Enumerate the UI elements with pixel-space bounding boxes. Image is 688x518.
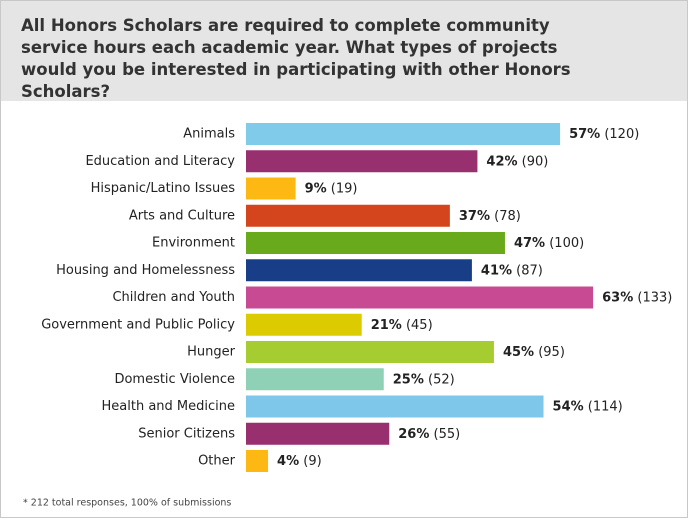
- value-label: 42%: [486, 154, 517, 169]
- count-label: (100): [549, 236, 584, 251]
- value-label: 63%: [602, 290, 633, 305]
- category-label: Domestic Violence: [114, 372, 235, 387]
- data-label: 41% (87): [481, 263, 543, 278]
- footnote: * 212 total responses, 100% of submissio…: [23, 498, 231, 509]
- category-label: Other: [198, 454, 236, 469]
- chart-title: All Honors Scholars are required to comp…: [21, 16, 571, 101]
- data-label: 47% (100): [514, 236, 584, 251]
- value-label: 37%: [459, 208, 490, 223]
- bar: [246, 341, 494, 363]
- count-label: (52): [428, 372, 455, 387]
- count-label: (9): [303, 454, 321, 469]
- value-label: 45%: [503, 345, 534, 360]
- category-label: Hunger: [187, 345, 236, 360]
- bar: [246, 368, 384, 391]
- bar: [246, 286, 594, 309]
- data-label: 4% (9): [277, 454, 322, 469]
- category-label: Children and Youth: [112, 290, 235, 305]
- bar: [246, 232, 505, 254]
- count-label: (19): [331, 181, 358, 196]
- value-label: 41%: [481, 263, 512, 278]
- category-label: Environment: [152, 236, 235, 251]
- bar: [246, 395, 544, 418]
- count-label: (95): [538, 345, 565, 360]
- bar: [246, 259, 472, 282]
- data-label: 63% (133): [602, 290, 672, 305]
- bar: [246, 313, 362, 336]
- count-label: (90): [522, 154, 549, 169]
- count-label: (78): [494, 208, 521, 223]
- category-label: Senior Citizens: [138, 426, 235, 441]
- data-label: 9% (19): [305, 181, 358, 196]
- bar: [246, 204, 450, 227]
- bar: [246, 177, 296, 200]
- value-label: 57%: [569, 127, 600, 142]
- data-label: 45% (95): [503, 345, 565, 360]
- count-label: (55): [434, 426, 461, 441]
- data-label: 54% (114): [553, 399, 623, 414]
- data-label: 57% (120): [569, 127, 639, 142]
- bar: [246, 123, 561, 145]
- value-label: 47%: [514, 236, 545, 251]
- data-label: 26% (55): [398, 426, 460, 441]
- count-label: (87): [516, 263, 543, 278]
- count-label: (45): [406, 317, 433, 332]
- data-label: 42% (90): [486, 154, 548, 169]
- category-label: Hispanic/Latino Issues: [91, 181, 236, 196]
- value-label: 25%: [393, 372, 424, 387]
- header: All Honors Scholars are required to comp…: [1, 1, 687, 101]
- category-label: Government and Public Policy: [41, 317, 235, 332]
- category-label: Housing and Homelessness: [56, 263, 235, 278]
- count-label: (120): [604, 127, 639, 142]
- value-label: 26%: [398, 426, 429, 441]
- value-label: 9%: [305, 181, 327, 196]
- bar: [246, 422, 390, 445]
- category-label: Animals: [183, 127, 235, 142]
- value-label: 54%: [553, 399, 584, 414]
- category-label: Arts and Culture: [129, 208, 235, 223]
- count-label: (114): [588, 399, 623, 414]
- category-label: Health and Medicine: [102, 399, 236, 414]
- bar: [246, 450, 269, 472]
- data-label: 21% (45): [371, 317, 433, 332]
- bar: [246, 150, 478, 173]
- value-label: 21%: [371, 317, 402, 332]
- data-label: 25% (52): [393, 372, 455, 387]
- data-label: 37% (78): [459, 208, 521, 223]
- count-label: (133): [637, 290, 672, 305]
- category-label: Education and Literacy: [85, 154, 235, 169]
- value-label: 4%: [277, 454, 299, 469]
